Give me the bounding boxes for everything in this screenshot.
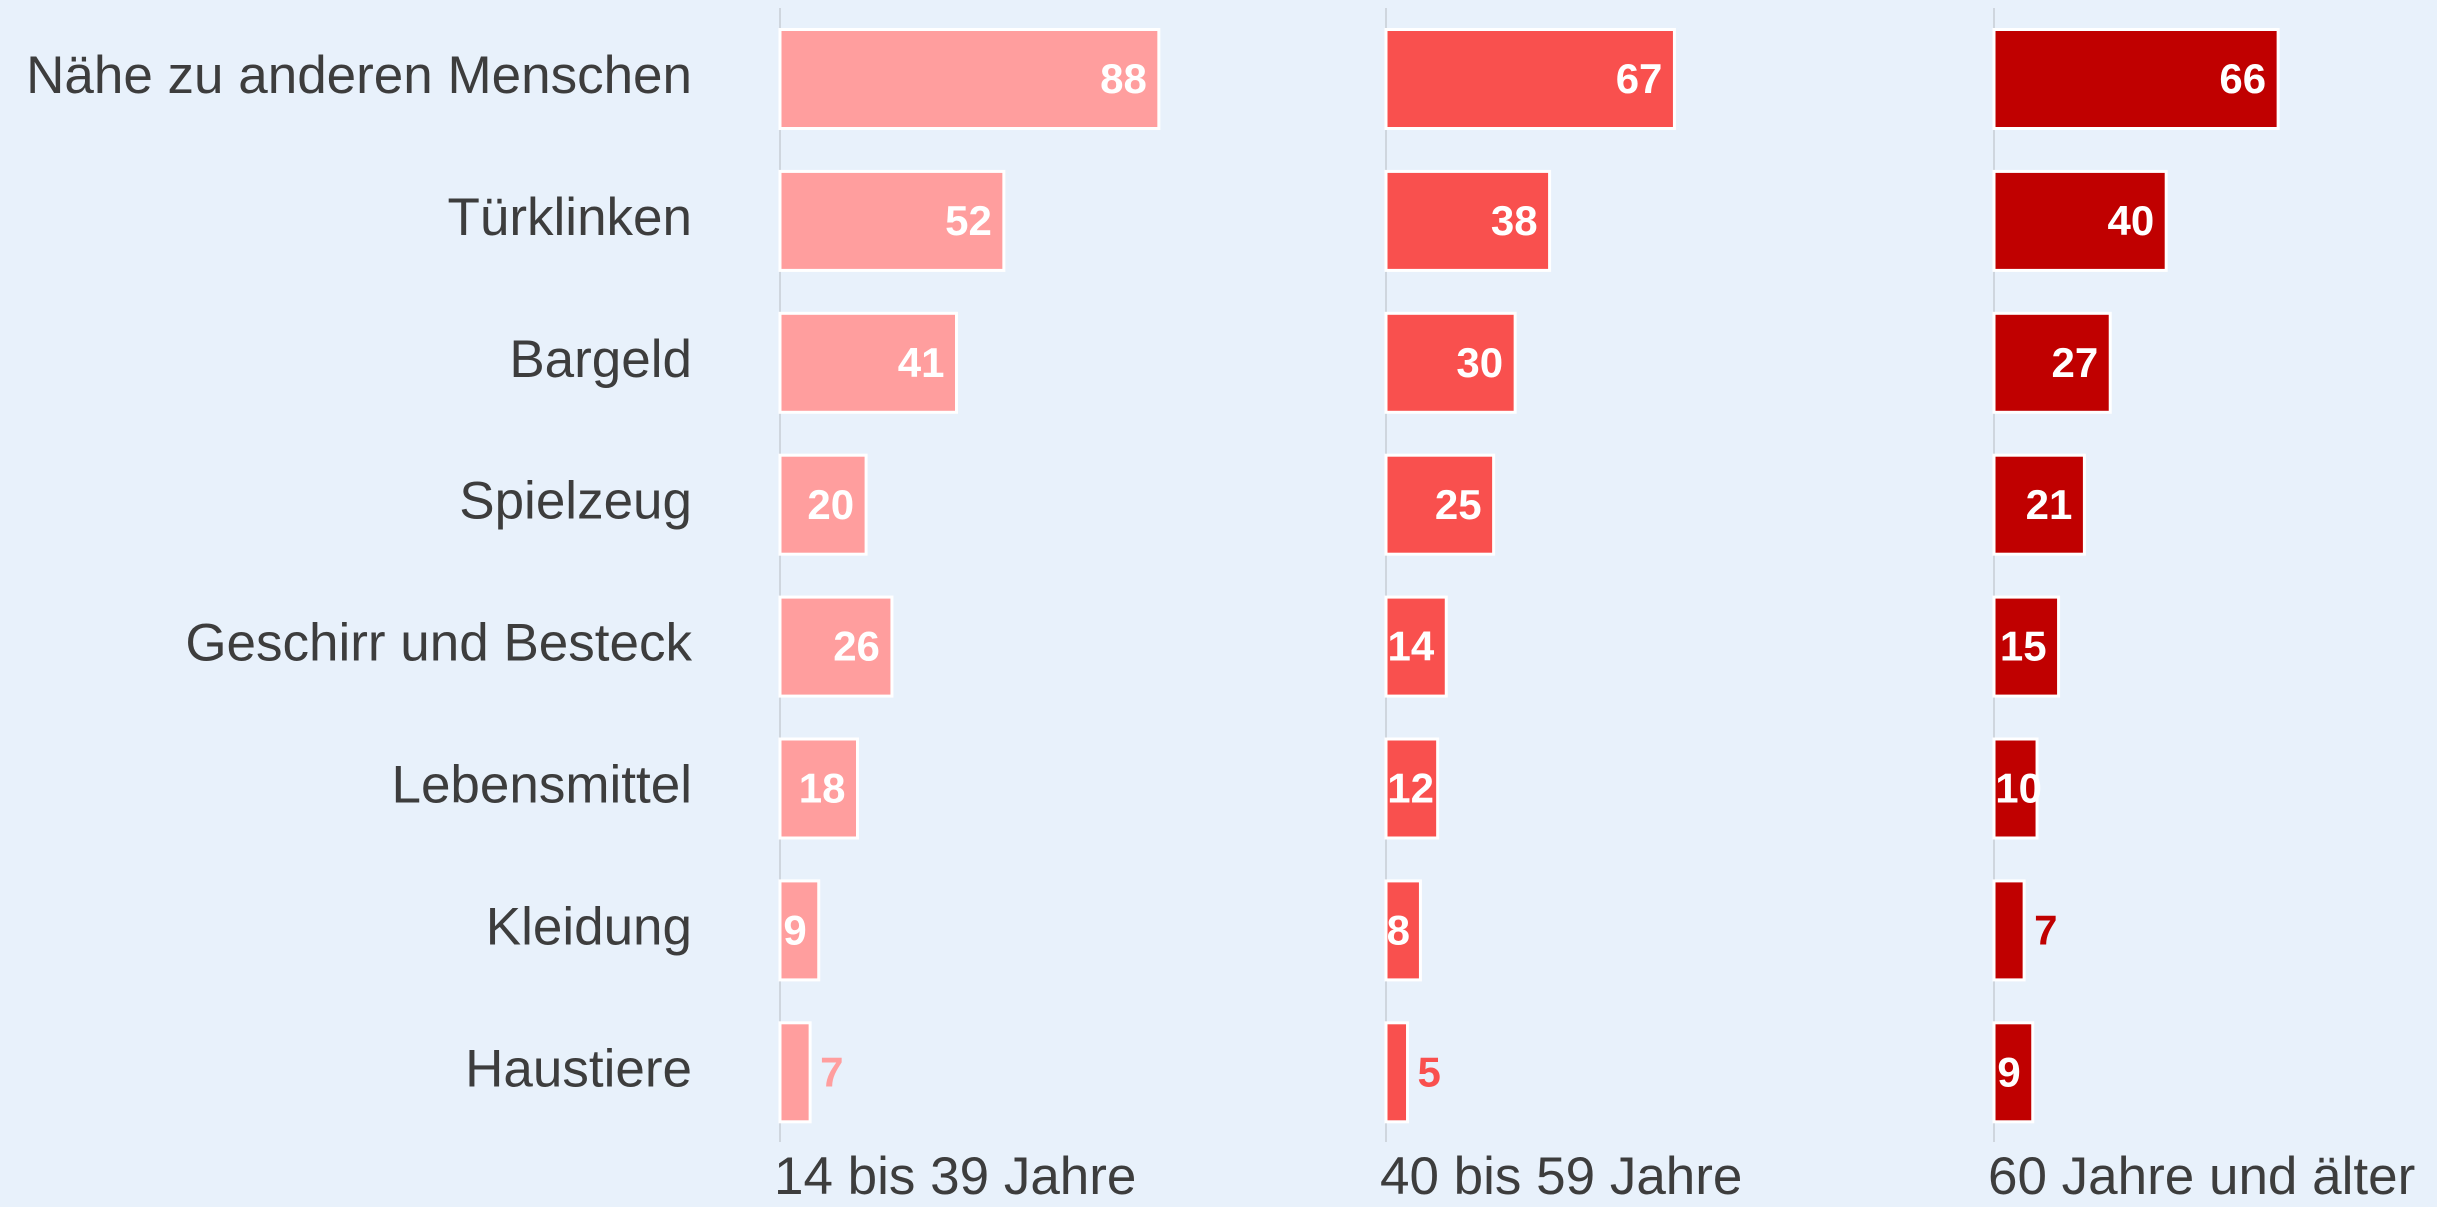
- value-label: 66: [2219, 55, 2266, 102]
- bar: [1992, 1021, 2035, 1124]
- value-label: 10: [1995, 765, 2042, 812]
- value-label: 14: [1388, 623, 1435, 670]
- category-label: Bargeld: [509, 330, 692, 389]
- bar: [778, 737, 859, 840]
- category-label: Haustiere: [465, 1039, 692, 1098]
- value-label: 41: [898, 339, 945, 386]
- bar: [778, 1021, 812, 1124]
- bar: [778, 311, 959, 414]
- value-label: 7: [820, 1048, 843, 1095]
- value-label: 7: [2034, 906, 2057, 953]
- value-label: 26: [833, 623, 880, 670]
- bar: [1992, 737, 2039, 840]
- category-label: Nähe zu anderen Menschen: [26, 46, 692, 105]
- bar: [1384, 28, 1676, 130]
- bar: [1384, 1021, 1410, 1124]
- group-label: 40 bis 59 Jahre: [1380, 1147, 1742, 1206]
- category-label: Spielzeug: [459, 472, 692, 531]
- value-label: 15: [2000, 623, 2047, 670]
- bar: [1992, 595, 2061, 698]
- value-label: 9: [1997, 1048, 2020, 1095]
- category-label: Lebensmittel: [391, 756, 692, 815]
- category-label: Kleidung: [486, 897, 692, 956]
- bar: [1992, 879, 2026, 982]
- value-label: 38: [1491, 197, 1538, 244]
- category-label: Geschirr und Besteck: [185, 614, 692, 673]
- value-label: 20: [807, 481, 854, 528]
- bar: [1992, 311, 2112, 414]
- bar: [1384, 879, 1422, 982]
- group-label: 60 Jahre und älter: [1988, 1147, 2415, 1206]
- value-label: 8: [1387, 906, 1410, 953]
- value-label: 40: [2107, 197, 2154, 244]
- bar: [778, 453, 868, 556]
- bar: [1384, 595, 1448, 698]
- bar: [1992, 28, 2280, 130]
- bar: [1384, 737, 1440, 840]
- bar: [778, 879, 821, 982]
- bar: [778, 169, 1006, 272]
- category-label: Türklinken: [448, 188, 692, 247]
- bar: [778, 28, 1161, 130]
- value-label: 88: [1100, 55, 1147, 102]
- value-label: 52: [945, 197, 992, 244]
- value-label: 25: [1435, 481, 1482, 528]
- bar: [1384, 311, 1517, 414]
- bar: [1992, 453, 2086, 556]
- bar: [1384, 169, 1552, 272]
- value-label: 67: [1616, 55, 1663, 102]
- bar: [1384, 453, 1496, 556]
- value-label: 9: [783, 906, 806, 953]
- value-label: 30: [1456, 339, 1503, 386]
- bar: [778, 595, 894, 698]
- value-label: 21: [2026, 481, 2073, 528]
- bar: [1992, 169, 2168, 272]
- value-label: 18: [799, 765, 846, 812]
- value-label: 12: [1387, 765, 1434, 812]
- value-label: 27: [2052, 339, 2099, 386]
- group-label: 14 bis 39 Jahre: [774, 1147, 1136, 1206]
- value-label: 5: [1418, 1048, 1441, 1095]
